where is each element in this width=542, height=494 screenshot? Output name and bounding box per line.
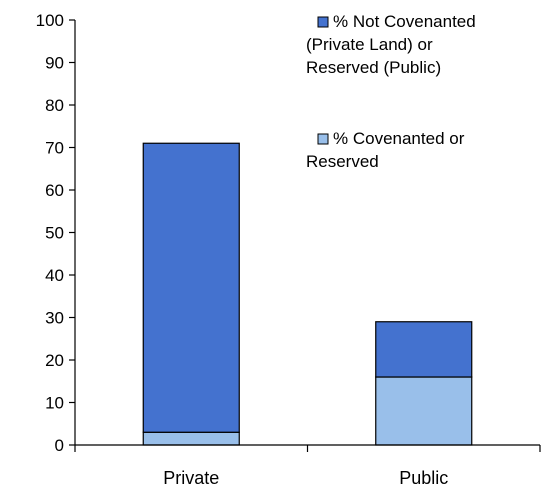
bar-private-series-1 [142, 142, 240, 433]
y-tick-label: 60 [45, 181, 64, 200]
bar-private-series-0 [142, 431, 240, 446]
legend-label: % Not Covenanted [333, 12, 476, 31]
y-tick-label: 70 [45, 139, 64, 158]
y-tick-label: 50 [45, 224, 64, 243]
legend: % Not Covenanted (Private Land) or Reserve… [306, 12, 476, 171]
x-axis: Private Public [74, 444, 541, 488]
y-tick-label: 40 [45, 266, 64, 285]
bar-public-series-1 [375, 321, 473, 378]
y-tick-label: 0 [55, 436, 64, 455]
y-tick-label: 10 [45, 394, 64, 413]
legend-label: Reserved [306, 152, 379, 171]
bars [142, 142, 473, 446]
x-category-label: Public [399, 468, 448, 488]
y-tick-label: 90 [45, 54, 64, 73]
y-tick-label: 30 [45, 309, 64, 328]
legend-label: Reserved (Public) [306, 58, 441, 77]
x-category-label: Private [163, 468, 219, 488]
y-tick-label: 80 [45, 96, 64, 115]
legend-swatch [317, 16, 329, 28]
legend-label: (Private Land) or [306, 35, 433, 54]
y-tick-label: 100 [36, 11, 64, 30]
legend-swatch [317, 133, 329, 145]
y-tick-label: 20 [45, 351, 64, 370]
bar-public-series-0 [375, 376, 473, 446]
legend-label: % Covenanted or [333, 129, 465, 148]
y-axis: 0 10 20 30 40 50 60 70 80 90 100 [36, 11, 76, 455]
